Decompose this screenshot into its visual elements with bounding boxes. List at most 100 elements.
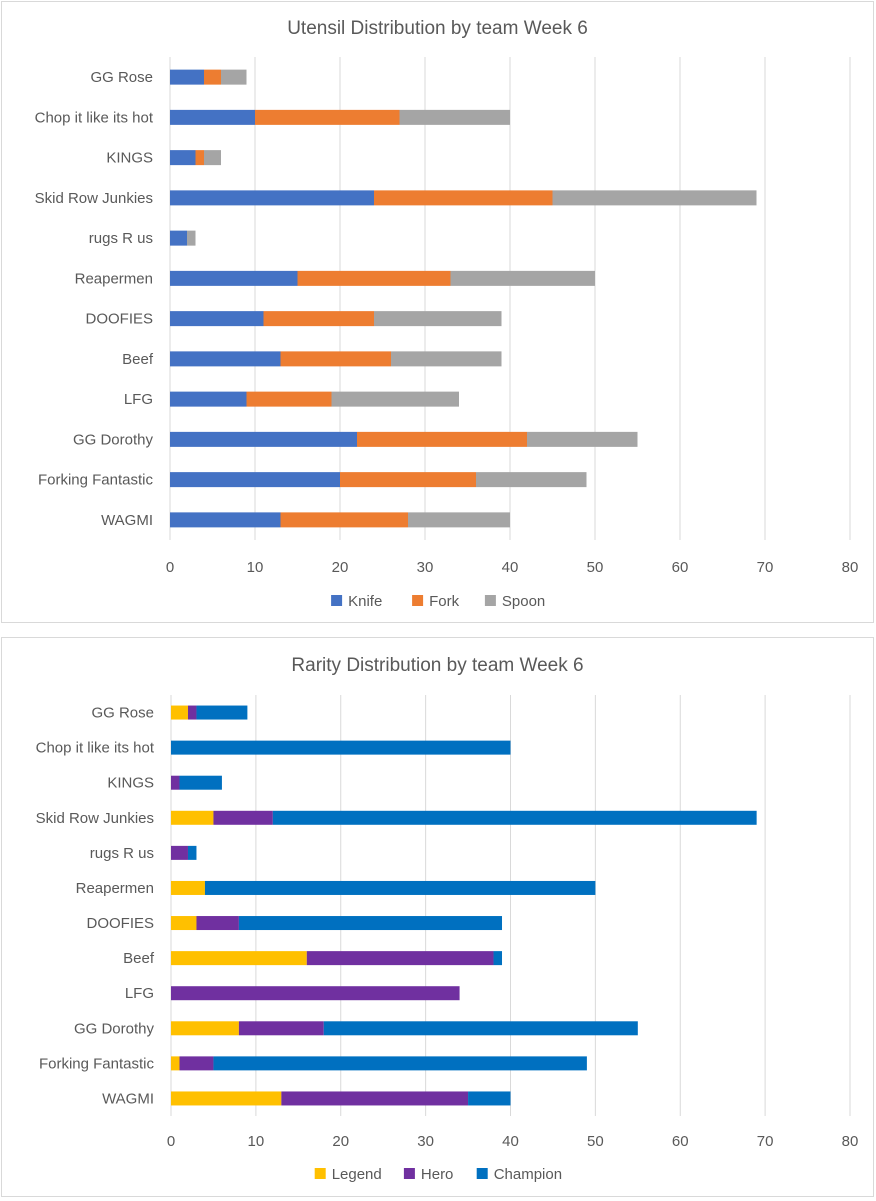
bar-knife-beef — [170, 351, 281, 367]
chart-title: Utensil Distribution by team Week 6 — [287, 18, 588, 39]
bar-spoon-gg-rose — [221, 69, 247, 85]
bar-knife-gg-rose — [170, 69, 204, 85]
category-label: KINGS — [107, 775, 154, 792]
bar-spoon-rugs-r-us — [187, 230, 196, 246]
rarity-chart-panel: Rarity Distribution by team Week 6 0 10 20 3… — [1, 637, 874, 1197]
bar-champion-forking-fantastic — [213, 1056, 587, 1071]
x-tick-label: 80 — [842, 1133, 859, 1150]
x-tick-label: 10 — [247, 559, 264, 576]
bar-fork-reapermen — [297, 270, 451, 286]
category-label: Chop it like its hot — [35, 109, 154, 126]
bar-knife-gg-dorothy — [170, 431, 357, 447]
bar-spoon-wagmi — [408, 512, 510, 528]
bar-spoon-kings — [204, 150, 221, 166]
bar-knife-kings — [170, 150, 196, 166]
legend-label-spoon: Spoon — [502, 593, 545, 610]
x-tick-label: 0 — [167, 1133, 175, 1150]
bar-hero-kings — [171, 775, 180, 790]
rarity-chart: Rarity Distribution by team Week 6 0 10 20 3… — [36, 655, 859, 1183]
x-tick-label: 10 — [248, 1133, 265, 1150]
category-label: DOOFIES — [85, 311, 153, 328]
legend-swatch-fork — [412, 595, 424, 606]
category-label: Skid Row Junkies — [35, 190, 153, 207]
bar-champion-reapermen — [204, 880, 596, 895]
bar-champion-kings — [179, 775, 222, 790]
bar-hero-gg-dorothy — [238, 1021, 324, 1036]
bar-fork-lfg — [246, 391, 332, 407]
bar-fork-gg-dorothy — [357, 431, 527, 447]
category-label: KINGS — [106, 150, 153, 167]
legend-label-legend: Legend — [332, 1166, 382, 1183]
legend-swatch-champion — [476, 1168, 488, 1179]
bar-champion-wagmi — [468, 1091, 511, 1106]
bar-knife-chop-it-like-its-hot — [170, 109, 255, 125]
category-label: Reapermen — [75, 270, 153, 287]
legend-label-hero: Hero — [421, 1166, 454, 1183]
bar-fork-forking-fantastic — [340, 472, 476, 488]
x-tick-label: 70 — [757, 559, 774, 576]
bar-hero-wagmi — [281, 1091, 469, 1106]
category-label: Forking Fantastic — [39, 1055, 155, 1072]
bar-champion-gg-dorothy — [323, 1021, 638, 1036]
bar-fork-wagmi — [280, 512, 408, 528]
bar-legend-wagmi — [171, 1091, 282, 1106]
bar-hero-rugs-r-us — [171, 845, 188, 860]
bar-champion-gg-rose — [196, 705, 248, 720]
category-label: GG Rose — [91, 705, 154, 722]
category-label: Beef — [123, 950, 155, 967]
bar-hero-skid-row-junkies — [213, 810, 273, 825]
x-tick-label: 60 — [672, 1133, 689, 1150]
legend-swatch-knife — [331, 595, 343, 606]
x-tick-label: 20 — [332, 559, 349, 576]
x-tick-label: 40 — [502, 559, 519, 576]
bar-hero-beef — [306, 951, 494, 966]
x-tick-label: 60 — [672, 559, 689, 576]
bar-spoon-skid-row-junkies — [552, 190, 757, 206]
bar-knife-reapermen — [170, 270, 298, 286]
category-label: LFG — [125, 985, 154, 1002]
bar-knife-lfg — [170, 391, 247, 407]
category-label: GG Dorothy — [74, 1020, 155, 1037]
bar-knife-doofies — [170, 311, 264, 327]
bar-champion-skid-row-junkies — [272, 810, 757, 825]
bar-champion-beef — [493, 951, 503, 966]
category-label: WAGMI — [102, 1090, 154, 1107]
x-tick-label: 50 — [587, 1133, 604, 1150]
bar-legend-forking-fantastic — [171, 1056, 180, 1071]
chart-title: Rarity Distribution by team Week 6 — [291, 655, 583, 676]
utensil-chart: Utensil Distribution by team Week 6 0 10 20… — [35, 18, 859, 610]
bar-fork-gg-rose — [204, 69, 221, 85]
bar-hero-gg-rose — [187, 705, 197, 720]
bar-legend-gg-rose — [171, 705, 188, 720]
category-label: Chop it like its hot — [36, 740, 155, 757]
legend-label-fork: Fork — [429, 593, 460, 610]
category-label: LFG — [124, 391, 153, 408]
x-tick-label: 50 — [587, 559, 604, 576]
bar-knife-skid-row-junkies — [170, 190, 374, 206]
bar-legend-beef — [171, 951, 307, 966]
x-tick-label: 0 — [166, 559, 174, 576]
bar-legend-reapermen — [171, 880, 205, 895]
bar-hero-lfg — [171, 986, 460, 1001]
category-label: Reapermen — [76, 880, 154, 897]
x-tick-label: 70 — [757, 1133, 774, 1150]
category-label: DOOFIES — [86, 915, 154, 932]
bar-champion-doofies — [238, 916, 503, 931]
bar-fork-kings — [195, 150, 204, 166]
bar-knife-wagmi — [170, 512, 281, 528]
category-label: rugs R us — [90, 845, 154, 862]
bar-legend-doofies — [171, 916, 197, 931]
bar-champion-chop-it-like-its-hot — [171, 740, 511, 755]
category-label: Forking Fantastic — [38, 472, 154, 489]
legend-swatch-hero — [403, 1168, 415, 1179]
bar-hero-forking-fantastic — [179, 1056, 214, 1071]
bar-legend-gg-dorothy — [171, 1021, 239, 1036]
bar-spoon-doofies — [374, 311, 502, 327]
legend-label-champion: Champion — [494, 1166, 562, 1183]
category-label: GG Dorothy — [73, 431, 154, 448]
bar-legend-skid-row-junkies — [171, 810, 214, 825]
x-tick-label: 80 — [842, 559, 859, 576]
x-tick-label: 40 — [502, 1133, 519, 1150]
bar-fork-chop-it-like-its-hot — [255, 109, 400, 125]
category-label: Beef — [122, 351, 154, 368]
